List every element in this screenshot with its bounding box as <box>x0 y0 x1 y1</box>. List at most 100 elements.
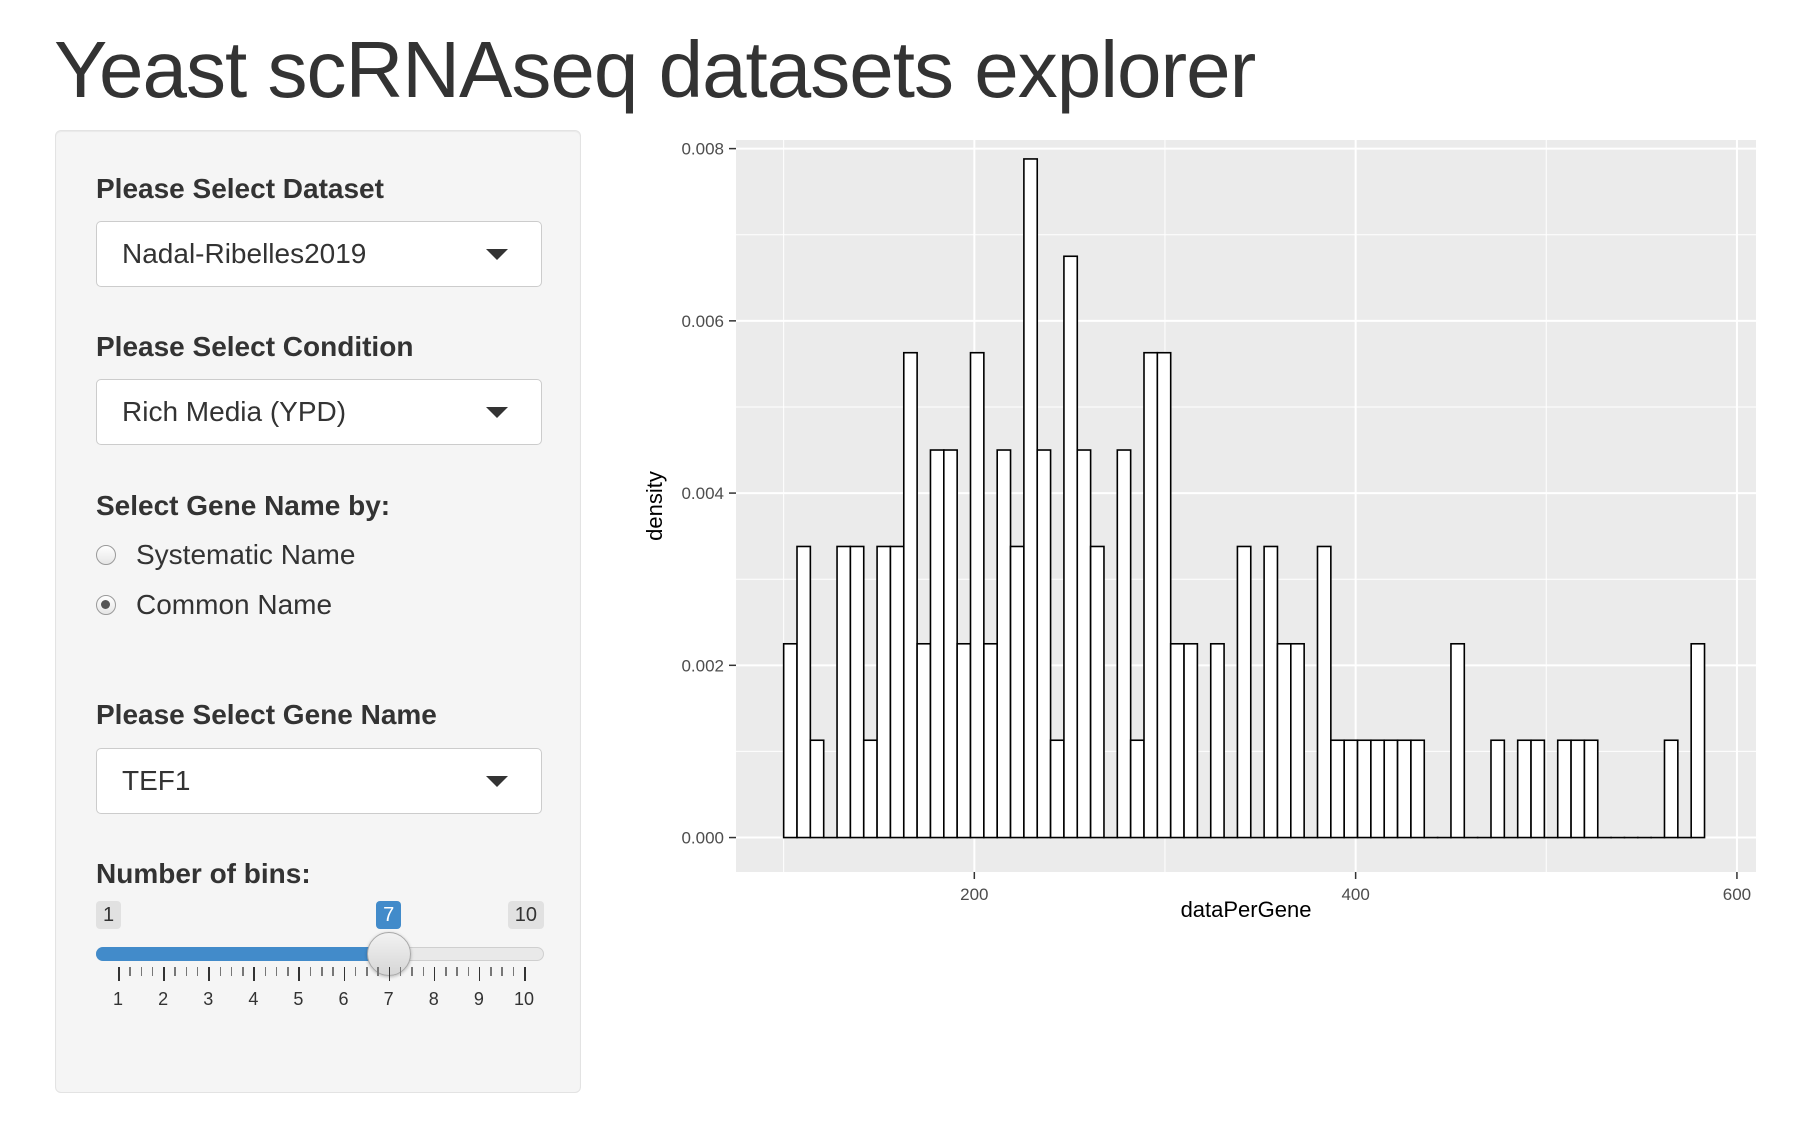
y-tick-label: 0.006 <box>681 312 724 331</box>
slider-minor-tick <box>219 967 221 976</box>
gene-select[interactable]: TEF1 <box>96 748 542 814</box>
histogram-bar <box>1490 739 1506 839</box>
slider-tick-label: 1 <box>112 989 124 1009</box>
histogram-bar <box>1076 449 1092 839</box>
slider-minor-tick <box>309 967 312 976</box>
slider-major-tick <box>524 967 526 981</box>
histogram-bar <box>796 545 812 839</box>
histogram-bar <box>1530 739 1546 839</box>
histogram-bar <box>943 449 958 839</box>
histogram-bar <box>1316 545 1332 839</box>
histogram-bar <box>876 545 892 839</box>
slider-ticks: 1 2 3 4 5 6 7 8 9 10 <box>96 967 544 1011</box>
slider-major-tick <box>208 967 210 981</box>
histogram-bar <box>1370 739 1386 839</box>
histogram-bar <box>1570 739 1586 839</box>
slider-min-label: 1 <box>96 901 122 929</box>
slider-minor-tick <box>140 967 143 976</box>
condition-select[interactable]: Rich Media (YPD) <box>96 379 542 445</box>
gene-name-by-label: Select Gene Name by: <box>96 490 391 521</box>
histogram-bar <box>956 642 972 839</box>
y-tick-label: 0.002 <box>681 656 724 675</box>
radio-button-icon[interactable] <box>96 595 116 615</box>
histogram-bar <box>1690 642 1706 839</box>
slider-tick-label: 4 <box>248 989 259 1009</box>
slider-minor-tick <box>275 967 278 976</box>
histogram-bar <box>1450 642 1466 839</box>
slider-major-tick <box>253 967 255 981</box>
dataset-label: Please Select Dataset <box>96 173 384 204</box>
histogram-bar <box>849 545 865 839</box>
histogram-bar <box>1129 739 1145 839</box>
condition-label: Please Select Condition <box>96 331 414 362</box>
slider-minor-tick <box>377 967 379 976</box>
histogram-bar <box>916 642 932 839</box>
slider-minor-tick <box>501 967 503 976</box>
histogram-bar <box>1009 545 1025 839</box>
slider-major-tick <box>388 967 391 981</box>
histogram-bar <box>889 545 905 839</box>
chevron-down-icon <box>486 407 508 418</box>
slider-minor-tick <box>151 967 154 976</box>
radio-button-icon[interactable] <box>96 545 116 565</box>
chevron-down-icon <box>486 249 508 260</box>
y-tick-label: 0.004 <box>681 484 724 503</box>
slider-minor-tick <box>422 967 424 976</box>
dataset-select[interactable]: Nadal-Ribelles2019 <box>96 221 542 287</box>
histogram-bar <box>1290 642 1305 839</box>
histogram-bar <box>1156 351 1172 839</box>
chevron-down-icon <box>486 776 508 787</box>
slider-minor-tick <box>399 967 402 976</box>
density-histogram-chart: 200 400 600 0.000 0.002 0.004 0.006 0.008 dataPe… <box>642 140 1756 922</box>
histogram-bar <box>1583 739 1599 839</box>
bins-slider[interactable]: 1 10 7 1 2 3 4 5 6 7 8 9 10 <box>96 901 544 1011</box>
histogram-bar <box>836 545 852 839</box>
histogram-bar <box>1169 642 1185 839</box>
histogram-bar <box>996 449 1012 839</box>
radio-common-name[interactable]: Common Name <box>96 588 332 622</box>
slider-major-tick <box>343 967 346 981</box>
histogram-bar <box>1663 739 1679 839</box>
slider-fill <box>96 947 389 961</box>
histogram-bar <box>1556 739 1572 839</box>
dataset-select-value: Nadal-Ribelles2019 <box>122 238 367 269</box>
histogram-bar <box>983 642 998 839</box>
slider-minor-tick <box>332 967 334 976</box>
bins-label: Number of bins: <box>96 858 311 889</box>
histogram-bar <box>1276 642 1292 839</box>
slider-major-tick <box>118 967 120 981</box>
slider-tick-label: 3 <box>203 989 214 1009</box>
x-tick-label: 400 <box>1341 885 1369 904</box>
slider-major-tick <box>163 967 165 981</box>
histogram-bar <box>1330 739 1345 839</box>
histogram-bar <box>1236 545 1252 839</box>
y-tick-label: 0.008 <box>681 140 724 159</box>
gene-select-value: TEF1 <box>122 765 191 796</box>
x-axis-title: dataPerGene <box>1181 897 1312 922</box>
histogram-bar <box>1396 739 1412 839</box>
radio-systematic-name[interactable]: Systematic Name <box>96 538 355 572</box>
slider-minor-tick <box>264 967 267 976</box>
slider-minor-tick <box>445 967 447 976</box>
histogram-bar <box>902 351 918 839</box>
radio-systematic-name-label: Systematic Name <box>136 539 356 570</box>
x-tick-label: 600 <box>1723 885 1751 904</box>
radio-common-name-label: Common Name <box>136 589 333 620</box>
histogram-bar <box>1209 642 1225 839</box>
histogram-bar <box>782 642 798 839</box>
slider-minor-tick <box>129 967 131 976</box>
slider-minor-tick <box>174 967 176 976</box>
slider-minor-tick <box>230 967 233 976</box>
histogram-bar <box>1356 739 1372 839</box>
slider-minor-tick <box>411 967 413 976</box>
slider-minor-tick <box>490 967 492 976</box>
slider-tick-label: 9 <box>473 989 484 1009</box>
slider-minor-tick <box>456 967 458 976</box>
histogram-bar <box>809 739 825 839</box>
slider-major-tick <box>298 967 300 981</box>
slider-tick-label: 7 <box>383 989 394 1009</box>
histogram-bar <box>1089 545 1105 839</box>
histogram-bar <box>929 449 945 839</box>
slider-minor-tick <box>467 967 470 976</box>
slider-minor-tick <box>287 967 289 976</box>
